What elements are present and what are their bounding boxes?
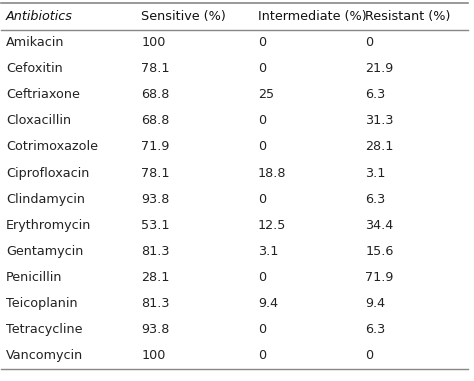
Text: 0: 0 [258,271,266,284]
Text: 15.6: 15.6 [365,245,394,258]
Text: 34.4: 34.4 [365,219,393,232]
Text: 6.3: 6.3 [365,193,386,206]
Text: Antibiotics: Antibiotics [6,10,73,23]
Text: 9.4: 9.4 [365,297,385,310]
Text: Resistant (%): Resistant (%) [365,10,451,23]
Text: 0: 0 [365,349,374,362]
Text: Cefoxitin: Cefoxitin [6,62,63,75]
Text: 71.9: 71.9 [365,271,394,284]
Text: 100: 100 [141,36,166,49]
Text: Cloxacillin: Cloxacillin [6,114,71,127]
Text: 31.3: 31.3 [365,114,394,127]
Text: Cotrimoxazole: Cotrimoxazole [6,141,98,154]
Text: 28.1: 28.1 [365,141,394,154]
Text: 12.5: 12.5 [258,219,286,232]
Text: Clindamycin: Clindamycin [6,193,85,206]
Text: 53.1: 53.1 [141,219,170,232]
Text: 6.3: 6.3 [365,323,386,336]
Text: 3.1: 3.1 [365,166,386,179]
Text: 81.3: 81.3 [141,245,170,258]
Text: 0: 0 [258,323,266,336]
Text: Amikacin: Amikacin [6,36,64,49]
Text: Ciprofloxacin: Ciprofloxacin [6,166,90,179]
Text: Tetracycline: Tetracycline [6,323,82,336]
Text: 78.1: 78.1 [141,166,170,179]
Text: Teicoplanin: Teicoplanin [6,297,78,310]
Text: 0: 0 [258,114,266,127]
Text: Ceftriaxone: Ceftriaxone [6,88,80,101]
Text: 3.1: 3.1 [258,245,278,258]
Text: 0: 0 [258,193,266,206]
Text: Erythromycin: Erythromycin [6,219,91,232]
Text: 0: 0 [258,62,266,75]
Text: 71.9: 71.9 [141,141,170,154]
Text: Sensitive (%): Sensitive (%) [141,10,226,23]
Text: 21.9: 21.9 [365,62,393,75]
Text: 28.1: 28.1 [141,271,170,284]
Text: 93.8: 93.8 [141,323,170,336]
Text: 78.1: 78.1 [141,62,170,75]
Text: 0: 0 [365,36,374,49]
Text: Intermediate (%): Intermediate (%) [258,10,367,23]
Text: 0: 0 [258,349,266,362]
Text: 93.8: 93.8 [141,193,170,206]
Text: 25: 25 [258,88,274,101]
Text: 68.8: 68.8 [141,114,170,127]
Text: Penicillin: Penicillin [6,271,63,284]
Text: 68.8: 68.8 [141,88,170,101]
Text: 100: 100 [141,349,166,362]
Text: 0: 0 [258,36,266,49]
Text: 81.3: 81.3 [141,297,170,310]
Text: Vancomycin: Vancomycin [6,349,83,362]
Text: Gentamycin: Gentamycin [6,245,83,258]
Text: 6.3: 6.3 [365,88,386,101]
Text: 0: 0 [258,141,266,154]
Text: 18.8: 18.8 [258,166,287,179]
Text: 9.4: 9.4 [258,297,278,310]
